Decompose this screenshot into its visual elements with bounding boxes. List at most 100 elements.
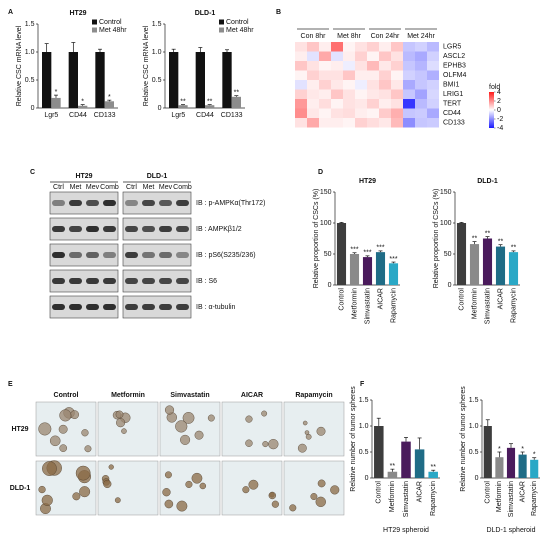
heat-cell	[343, 118, 355, 128]
significance: *	[108, 94, 111, 101]
heat-cell	[331, 99, 343, 109]
heat-cell	[307, 89, 319, 99]
heat-cell	[367, 108, 379, 118]
heat-cell	[319, 61, 331, 71]
y-tick-label: 150	[320, 189, 332, 196]
blot-membrane	[49, 269, 119, 293]
bar	[414, 449, 425, 478]
bar	[518, 454, 527, 478]
sphere	[38, 422, 52, 436]
bar	[195, 52, 205, 108]
blot-band	[125, 304, 138, 310]
heat-cell	[295, 70, 307, 80]
legend-swatch	[219, 27, 224, 33]
heat-cell	[295, 99, 307, 109]
y-tick-label: 1.5	[152, 21, 162, 28]
x-tick-label: Simvastatin	[364, 288, 371, 324]
heat-cell	[307, 80, 319, 90]
heat-cell	[367, 42, 379, 52]
x-tick-label: Control	[376, 481, 383, 504]
heat-cell	[331, 118, 343, 128]
blot-membrane	[122, 295, 192, 319]
x-tick-label: Control	[458, 288, 465, 311]
sphere	[305, 433, 312, 440]
sphere	[41, 494, 53, 506]
sphere	[58, 424, 68, 434]
heat-cell	[355, 80, 367, 90]
bar	[495, 246, 506, 285]
micrograph	[283, 401, 345, 457]
colorbar-tick-label: 0	[497, 107, 501, 114]
sphere	[248, 479, 259, 490]
heat-cell	[355, 99, 367, 109]
sphere	[180, 434, 191, 445]
sphere	[271, 500, 279, 508]
sphere	[38, 485, 46, 494]
heat-cell	[427, 61, 439, 71]
x-tick-label: AICAR	[497, 288, 504, 309]
heat-cell	[355, 61, 367, 71]
significance: ***	[389, 256, 397, 263]
y-tick-label: 1.5	[25, 21, 35, 28]
sphere	[164, 405, 175, 415]
heat-cell	[319, 118, 331, 128]
x-tick-label: Control	[485, 481, 492, 504]
heat-cell	[295, 89, 307, 99]
row-label: EPHB3	[443, 63, 466, 70]
y-tick-label: 150	[440, 189, 452, 196]
sphere	[42, 461, 57, 476]
heat-cell	[391, 99, 403, 109]
blot-membrane	[49, 191, 119, 215]
bar	[483, 426, 492, 478]
heat-cell	[355, 51, 367, 61]
panel-label: E	[8, 381, 13, 388]
sphere	[317, 479, 326, 488]
x-tick-label: Rapamycin	[430, 481, 437, 516]
heat-cell	[319, 51, 331, 61]
x-tick-label: CD44	[196, 112, 214, 119]
x-tick-label: Simvastatin	[484, 288, 491, 324]
significance: **	[234, 90, 240, 97]
sphere	[268, 439, 279, 450]
heat-cell	[403, 42, 415, 52]
bar	[362, 257, 373, 285]
sphere	[302, 420, 308, 426]
heat-cell	[427, 89, 439, 99]
y-tick-label: 100	[440, 220, 452, 227]
blot-membrane	[122, 191, 192, 215]
sphere	[108, 464, 114, 470]
sphere	[75, 465, 91, 481]
bar	[506, 447, 516, 478]
blot-band	[159, 278, 172, 284]
heat-cell	[415, 42, 427, 52]
heat-cell	[379, 80, 391, 90]
group-label: Met 24hr	[407, 33, 435, 40]
sphere	[164, 499, 174, 509]
blot-band	[52, 304, 65, 310]
heat-cell	[415, 61, 427, 71]
sphere	[164, 471, 172, 479]
heat-cell	[415, 80, 427, 90]
bar	[169, 52, 179, 108]
blot-band	[103, 304, 116, 310]
heat-cell	[379, 89, 391, 99]
cell-line-label: DLD-1	[147, 173, 168, 180]
bar	[388, 263, 399, 285]
significance: ***	[376, 245, 384, 252]
heat-cell	[355, 42, 367, 52]
y-tick-label: 0	[158, 105, 162, 112]
significance: **	[430, 464, 436, 471]
heat-cell	[427, 80, 439, 90]
blot-band	[86, 226, 99, 232]
sphere	[81, 429, 89, 437]
y-tick-label: 0	[31, 105, 35, 112]
heat-cell	[355, 89, 367, 99]
heat-cell	[391, 70, 403, 80]
x-tick-label: Rapamycin	[390, 288, 397, 323]
significance: **	[511, 245, 517, 252]
heat-cell	[379, 99, 391, 109]
legend-swatch	[92, 19, 97, 25]
significance: **	[390, 463, 396, 470]
blot-band	[69, 252, 82, 258]
heat-cell	[355, 118, 367, 128]
